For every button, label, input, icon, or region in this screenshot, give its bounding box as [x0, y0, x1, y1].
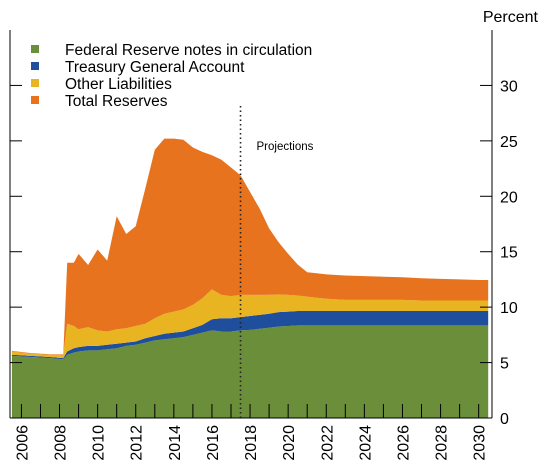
area-series-2 [11, 311, 489, 360]
x-tick-label: 2012 [129, 425, 146, 461]
projections-label: Projections [257, 141, 314, 153]
y-tick-label: 25 [500, 134, 518, 151]
y-unit-label: Percent [483, 9, 539, 26]
x-tick-label: 2024 [357, 425, 374, 461]
x-axis: 2006 2008 2010 2012 2014 2016 2018 2020 2022 2024… [14, 404, 489, 461]
x-tick-label: 2020 [281, 425, 298, 461]
y-tick-label: 15 [500, 245, 518, 262]
y-tick-label: 20 [500, 189, 518, 206]
x-tick-label: 2026 [396, 425, 413, 461]
legend-label: Total Reserves [65, 93, 168, 110]
legend-swatch [31, 96, 39, 104]
legend-swatch [31, 45, 39, 53]
x-tick-label: 2016 [205, 425, 222, 461]
x-tick-label: 2008 [53, 425, 70, 461]
x-tick-label: 2022 [319, 425, 336, 461]
x-tick-label: 2028 [434, 425, 451, 461]
plot-frame [9, 30, 493, 419]
legend-label: Treasury General Account [65, 59, 245, 76]
x-tick-label: 2006 [14, 425, 31, 461]
x-tick-label: 2018 [243, 425, 260, 461]
area-series-1 [11, 325, 489, 418]
legend-swatch [31, 79, 39, 87]
area-series-4 [11, 138, 489, 355]
area-series-3 [11, 289, 489, 359]
legend-label: Other Liabilities [65, 76, 172, 93]
y-tick-label: 0 [500, 411, 509, 428]
y-tick-label: 5 [500, 356, 509, 373]
x-tick-label: 2030 [472, 425, 489, 461]
legend: Federal Reserve notes in circulationTrea… [31, 42, 312, 110]
legend-swatch [31, 62, 39, 70]
y-axis: 0 5 10 15 20 25 30 [10, 78, 518, 428]
x-tick-label: 2014 [167, 425, 184, 461]
legend-label: Federal Reserve notes in circulation [65, 42, 312, 59]
y-tick-label: 30 [500, 78, 518, 95]
area-series-group [11, 138, 489, 418]
y-tick-label: 10 [500, 300, 518, 317]
x-tick-label: 2010 [91, 425, 108, 461]
